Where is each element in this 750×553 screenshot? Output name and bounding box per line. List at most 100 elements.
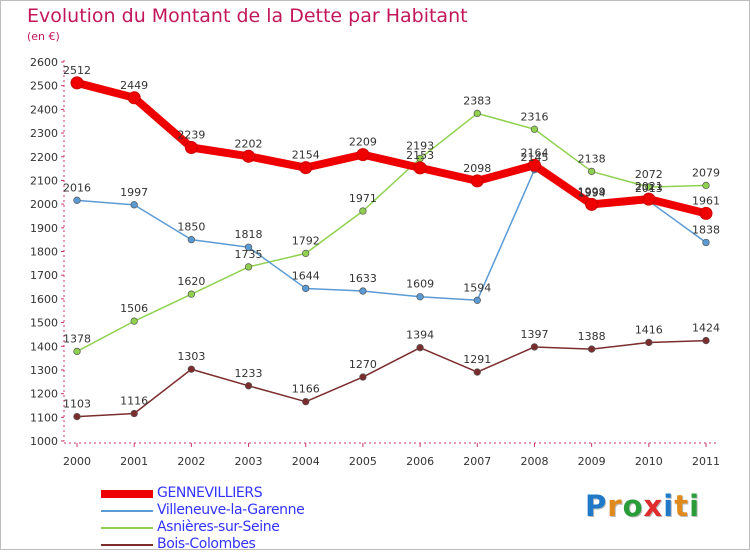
x-tick-label: 2002 xyxy=(177,455,205,468)
data-label: 2021 xyxy=(635,180,663,193)
data-label: 1416 xyxy=(635,323,663,336)
data-label: 1166 xyxy=(292,383,320,396)
proxiti-logo: Proxiti xyxy=(585,489,700,523)
y-axis: 1000 1100 1200 1300 1400 1500 1600 1700 1800 1900… xyxy=(30,56,65,448)
data-label: 1818 xyxy=(235,228,263,241)
data-point xyxy=(302,398,310,406)
data-point xyxy=(587,345,596,353)
data-label: 1792 xyxy=(292,234,320,247)
y-tick-label: 2200 xyxy=(30,151,58,164)
legend-swatch xyxy=(101,510,153,512)
data-label: 1270 xyxy=(349,358,377,371)
x-tick-label: 2009 xyxy=(578,455,606,468)
data-label: 1971 xyxy=(349,192,377,205)
x-tick-label: 2004 xyxy=(292,455,320,468)
data-label: 2239 xyxy=(177,129,205,142)
unit-label: (en €) xyxy=(27,30,60,43)
data-point xyxy=(702,181,710,190)
x-tick-label: 2001 xyxy=(120,455,148,468)
data-label: 1997 xyxy=(120,186,148,199)
data-point xyxy=(645,183,653,191)
data-point xyxy=(416,293,424,301)
data-label: 1397 xyxy=(520,328,548,341)
data-label: 2072 xyxy=(635,168,663,181)
data-point xyxy=(244,263,253,271)
data-label: 2098 xyxy=(463,162,491,175)
data-point xyxy=(413,161,427,175)
legend-label: Villeneuve-la-Garenne xyxy=(157,502,305,518)
legend-swatch xyxy=(101,544,153,546)
plot-area xyxy=(70,76,713,421)
x-axis: 2000 2001 2002 2003 2004 2005 2006 2007 2008 2009… xyxy=(63,442,720,468)
data-point xyxy=(244,382,253,390)
data-label: 2202 xyxy=(235,137,263,150)
data-label: 2512 xyxy=(63,64,91,77)
logo-letter: P xyxy=(585,489,608,523)
y-tick-label: 2600 xyxy=(30,56,58,69)
data-point xyxy=(70,76,84,90)
y-tick-label: 1800 xyxy=(30,246,58,259)
y-tick-label: 1100 xyxy=(30,411,58,424)
data-label: 2016 xyxy=(63,181,91,194)
y-tick-label: 2000 xyxy=(30,198,58,211)
data-point xyxy=(473,109,481,118)
data-point xyxy=(473,296,481,304)
x-tick-label: 2006 xyxy=(406,455,434,468)
y-tick-label: 1300 xyxy=(30,364,58,377)
series-line-3 xyxy=(76,339,707,418)
data-point xyxy=(187,365,196,373)
data-label: 1994 xyxy=(578,187,606,200)
x-tick-label: 2010 xyxy=(635,455,663,468)
data-point xyxy=(416,344,424,352)
data-label: 1291 xyxy=(463,353,491,366)
data-point xyxy=(187,290,196,298)
y-tick-label: 1600 xyxy=(30,293,58,306)
data-point xyxy=(130,201,138,209)
y-tick-label: 2300 xyxy=(30,127,58,140)
data-label: 1424 xyxy=(692,322,720,335)
data-label: 2209 xyxy=(349,136,377,149)
data-point xyxy=(73,196,81,204)
data-label: 1394 xyxy=(406,329,434,342)
data-point xyxy=(242,149,256,163)
data-point xyxy=(73,412,81,421)
x-tick-label: 2008 xyxy=(520,455,548,468)
data-label: 1594 xyxy=(463,281,491,294)
data-point xyxy=(642,192,656,206)
data-label: 2193 xyxy=(406,139,434,152)
series-line-0 xyxy=(73,78,710,218)
data-point xyxy=(473,368,481,376)
data-label: 1378 xyxy=(63,332,91,345)
logo-letter: i xyxy=(663,489,675,523)
data-label: 1116 xyxy=(120,395,148,408)
data-point xyxy=(130,317,138,325)
data-point xyxy=(702,238,710,247)
data-label: 1999 xyxy=(578,185,606,198)
logo-letter: i xyxy=(689,489,701,523)
data-point xyxy=(187,236,196,244)
data-label: 2079 xyxy=(692,166,720,179)
x-tick-label: 2000 xyxy=(63,455,91,468)
data-point xyxy=(73,347,81,356)
data-label: 2164 xyxy=(520,146,548,159)
data-point xyxy=(359,373,367,381)
data-label: 1961 xyxy=(692,194,720,207)
data-label: 2138 xyxy=(578,152,606,165)
data-point xyxy=(359,287,367,295)
data-point xyxy=(302,284,310,293)
data-label: 1633 xyxy=(349,272,377,285)
y-tick-label: 1200 xyxy=(30,388,58,401)
legend-swatch xyxy=(101,527,153,529)
data-point xyxy=(244,243,253,251)
y-tick-label: 2500 xyxy=(30,80,58,93)
logo-letter: r xyxy=(607,489,623,523)
chart-title: Evolution du Montant de la Dette par Hab… xyxy=(27,5,468,27)
data-label: 1609 xyxy=(406,278,434,291)
data-label: 2316 xyxy=(520,110,548,123)
data-label: 1850 xyxy=(177,221,205,234)
data-label: 1735 xyxy=(235,248,263,261)
data-label: 2154 xyxy=(292,149,320,162)
data-label: 1506 xyxy=(120,302,148,315)
data-point xyxy=(527,158,541,172)
